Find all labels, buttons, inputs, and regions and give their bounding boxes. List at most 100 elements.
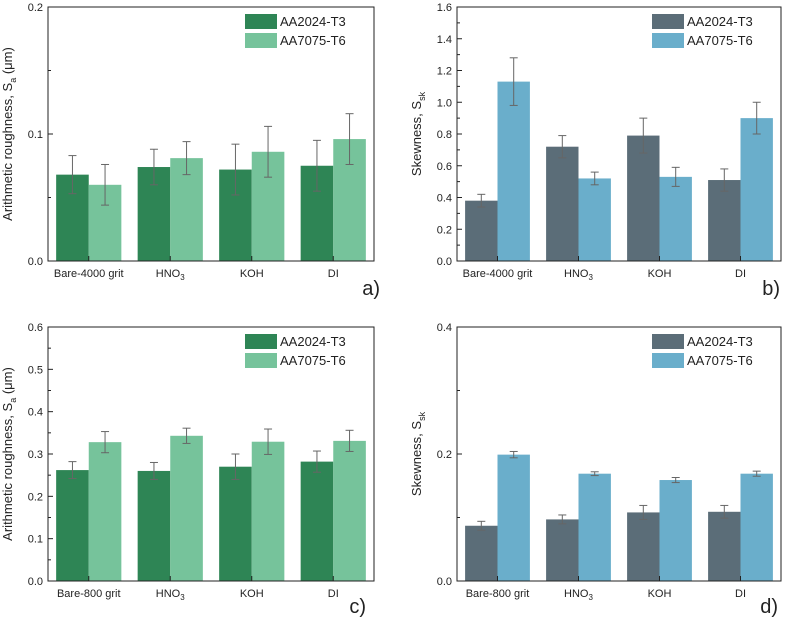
y-axis-label: Arithmetic roughness, Sa (μm)	[0, 47, 18, 221]
legend-swatch	[652, 33, 684, 48]
bar-aa2024-t3-0	[465, 525, 498, 581]
error-bar-aa2024-t3-1	[149, 461, 158, 480]
legend-swatch	[652, 353, 684, 368]
error-bar-aa7075-t6-0	[509, 57, 518, 106]
x-tick-label: DI	[735, 268, 746, 280]
error-bar-aa2024-t3-0	[68, 461, 77, 480]
y-tick-label: 0.4	[437, 193, 452, 205]
x-tick-label: Bare-4000 grit	[54, 268, 124, 280]
legend-swatch	[245, 33, 277, 48]
legend-swatch	[652, 14, 684, 29]
y-tick-label: 1.4	[437, 34, 452, 46]
legend-swatch	[245, 14, 277, 29]
error-bar-aa7075-t6-1	[182, 141, 191, 176]
bar-aa7075-t6-0	[497, 81, 530, 261]
bar-aa2024-t3-2	[627, 135, 660, 261]
x-tick-label: HNO3	[564, 588, 593, 602]
error-bar-aa7075-t6-1	[590, 171, 599, 186]
y-tick-label: 1.2	[437, 66, 452, 78]
legend-swatch	[652, 334, 684, 349]
error-bar-aa7075-t6-0	[101, 431, 110, 454]
error-bar-aa7075-t6-3	[752, 470, 761, 477]
y-tick-label: 0.1	[28, 129, 43, 141]
y-tick-label: 0.2	[437, 224, 452, 236]
legend-label: AA2024-T3	[687, 334, 753, 349]
bar-aa7075-t6-1	[578, 178, 611, 261]
y-tick-label: 0.4	[28, 407, 43, 419]
y-tick-label: 0.5	[28, 364, 43, 376]
error-bar-aa7075-t6-2	[671, 166, 680, 187]
bar-aa2024-t3-1	[137, 470, 171, 581]
y-tick-label: 0.4	[437, 322, 452, 334]
bar-aa2024-t3-3	[708, 511, 741, 581]
bar-aa2024-t3-2	[219, 466, 252, 581]
bar-aa7075-t6-3	[740, 473, 773, 581]
error-bar-aa7075-t6-1	[182, 427, 191, 444]
y-tick-label: 0.0	[437, 576, 452, 588]
panel-label: a)	[362, 278, 380, 300]
x-tick-label: DI	[735, 588, 746, 600]
bar-aa2024-t3-2	[627, 512, 660, 581]
y-tick-label: 0.6	[437, 161, 452, 173]
bar-aa7075-t6-2	[659, 176, 692, 261]
error-bar-aa2024-t3-3	[720, 168, 729, 192]
bar-aa7075-t6-1	[170, 158, 203, 261]
legend: AA2024-T3 AA7075-T6	[245, 334, 346, 368]
legend-label: AA7075-T6	[687, 353, 753, 368]
x-tick-label: DI	[328, 588, 339, 600]
bar-aa7075-t6-2	[659, 480, 692, 581]
y-axis-label: Skewness, Ssk	[409, 91, 427, 176]
legend-label: AA2024-T3	[280, 14, 346, 29]
error-bar-aa2024-t3-1	[558, 514, 567, 525]
x-tick-label: KOH	[648, 588, 672, 600]
x-tick-label: HNO3	[564, 268, 593, 282]
bar-aa7075-t6-1	[170, 435, 203, 581]
y-tick-label: 0.3	[28, 449, 43, 461]
error-bar-aa7075-t6-2	[264, 428, 273, 455]
error-bar-aa7075-t6-2	[671, 476, 680, 484]
panel-label: c)	[349, 596, 366, 617]
error-bar-aa2024-t3-2	[639, 117, 648, 154]
bar-aa2024-t3-3	[300, 461, 334, 581]
error-bar-aa2024-t3-2	[231, 453, 240, 480]
y-axis-label: Skewness, Ssk	[409, 411, 427, 496]
y-tick-label: 0.2	[28, 2, 43, 14]
y-tick-label: 0.1	[28, 534, 43, 546]
x-tick-label: KOH	[648, 268, 672, 280]
error-bar-aa2024-t3-3	[720, 504, 729, 519]
bar-aa2024-t3-3	[708, 180, 741, 261]
error-bar-aa7075-t6-2	[264, 125, 273, 178]
bar-aa2024-t3-0	[465, 200, 498, 261]
legend: AA2024-T3 AA7075-T6	[652, 334, 753, 368]
y-tick-label: 0.2	[437, 449, 452, 461]
x-tick-label: Bare-4000 grit	[463, 268, 533, 280]
y-tick-label: 0.8	[437, 129, 452, 141]
y-tick-label: 1.6	[437, 2, 452, 14]
error-bar-aa2024-t3-2	[231, 143, 240, 196]
chart-panel-b: 0.0 0.2 0.4 0.6 0.8 1.0 1.2 1.4 1.6 Bare-4000 gri…	[409, 2, 782, 300]
error-bar-aa7075-t6-3	[752, 101, 761, 135]
error-bar-aa7075-t6-0	[101, 163, 110, 206]
x-tick-label: KOH	[240, 268, 264, 280]
x-tick-label: Bare-800 grit	[466, 588, 530, 600]
bar-aa7075-t6-1	[578, 473, 611, 581]
legend-label: AA7075-T6	[687, 33, 753, 48]
bar-aa7075-t6-3	[740, 118, 773, 261]
legend-label: AA2024-T3	[280, 334, 346, 349]
legend-label: AA2024-T3	[687, 14, 753, 29]
x-tick-label: KOH	[240, 588, 264, 600]
bar-aa2024-t3-1	[546, 146, 579, 261]
error-bar-aa2024-t3-1	[558, 135, 567, 159]
y-axis-label: Arithmetic roughness, Sa (μm)	[0, 367, 18, 541]
bar-aa7075-t6-0	[497, 454, 530, 581]
y-tick-label: 1.0	[437, 97, 452, 109]
bar-aa7075-t6-2	[251, 441, 285, 581]
chart-panel-a: 0.0 0.1 0.2 Bare-4000 grit HNO3 KOH DI Arithmet…	[0, 2, 380, 300]
y-tick-label: 0.6	[28, 322, 43, 334]
panel-label: b)	[762, 278, 780, 300]
error-bar-aa2024-t3-0	[68, 155, 77, 195]
y-tick-label: 0.0	[437, 256, 452, 268]
legend-label: AA7075-T6	[280, 353, 346, 368]
x-tick-label: HNO3	[156, 588, 185, 602]
